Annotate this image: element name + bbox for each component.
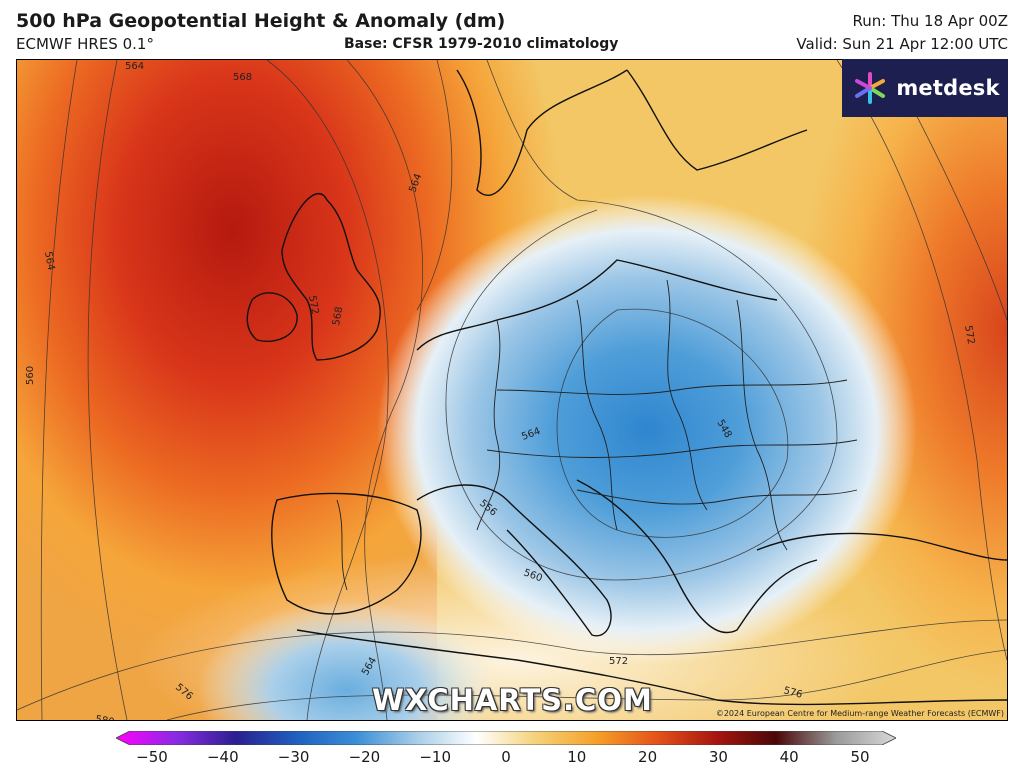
central-europe-trough-anomaly <box>377 195 917 665</box>
colorbar-tick-label: −10 <box>419 748 452 766</box>
north-africa-coast <box>296 629 1007 706</box>
contour-label: 572 <box>609 656 628 667</box>
map-canvas: 564 568 564 564 560 572 568 564 548 556 … <box>17 60 1007 720</box>
climatology-base-label: Base: CFSR 1979-2010 climatology <box>344 36 619 52</box>
anomaly-map: 564 568 564 564 560 572 568 564 548 556 … <box>16 59 1008 721</box>
coastlines <box>246 69 1007 706</box>
wxcharts-watermark: WXCHARTS.COM <box>372 683 653 717</box>
country-borders <box>336 279 858 591</box>
colorbar-tick-label: 0 <box>501 748 511 766</box>
contour-label: 568 <box>331 306 345 327</box>
iberia-outline <box>271 492 422 615</box>
model-label: ECMWF HRES 0.1° <box>16 35 154 53</box>
north-africa-cool-anomaly <box>197 600 497 720</box>
colorbar-tick-label: 10 <box>567 748 587 766</box>
contour-label: 572 <box>306 295 320 316</box>
colorbar-tick-label: −50 <box>136 748 168 766</box>
balkans-coast <box>576 479 818 634</box>
great-britain-outline <box>281 193 381 361</box>
baltic-coast <box>626 69 808 171</box>
contour-label: 564 <box>125 61 144 72</box>
anomaly-colorbar <box>116 731 896 745</box>
colorbar-tick-label: −20 <box>348 748 381 766</box>
contour-label: 576 <box>782 685 803 701</box>
chart-title: 500 hPa Geopotential Height & Anomaly (d… <box>16 10 506 32</box>
contour-label: 568 <box>233 72 252 83</box>
colorbar-tick-label: −40 <box>206 748 239 766</box>
colorbar-gradient <box>116 731 896 745</box>
contour-label: 580 <box>94 714 115 720</box>
contour-label: 564 <box>42 251 56 272</box>
run-time-label: Run: Thu 18 Apr 00Z <box>852 12 1008 30</box>
north-sea-coast <box>416 259 778 351</box>
colorbar-tick-label: 40 <box>779 748 799 766</box>
asterisk-star-icon <box>855 72 886 104</box>
colorbar-ticks: −50 −40 −30 −20 −10 0 10 20 30 40 50 <box>0 748 1024 770</box>
black-sea-coast <box>756 532 1007 561</box>
valid-time-label: Valid: Sun 21 Apr 12:00 UTC <box>796 35 1008 53</box>
contour-label: 572 <box>962 325 976 346</box>
contour-label: 560 <box>25 366 36 385</box>
colorbar-tick-label: 20 <box>638 748 658 766</box>
copyright-notice: ©2024 European Centre for Medium-range W… <box>715 709 1004 718</box>
scandinavia-coast <box>456 69 628 197</box>
ireland-outline <box>246 292 298 342</box>
metdesk-logo: metdesk <box>842 59 1008 117</box>
colorbar-tick-label: −30 <box>277 748 310 766</box>
colorbar-tick-label: 30 <box>708 748 728 766</box>
logo-text: metdesk <box>896 76 1000 100</box>
contour-labels: 564 568 564 564 560 572 568 564 548 556 … <box>25 61 976 720</box>
italy-coast <box>416 484 612 637</box>
colorbar-tick-label: 50 <box>850 748 870 766</box>
